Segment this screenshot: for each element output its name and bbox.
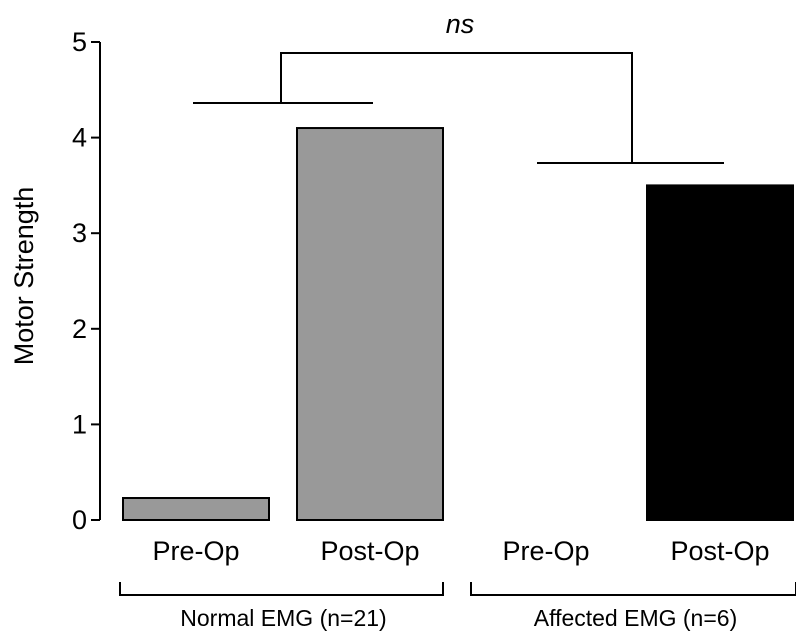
group-bracket xyxy=(470,582,796,596)
y-tick-label: 3 xyxy=(72,218,87,248)
y-axis-label: Motor Strength xyxy=(9,187,39,366)
y-tick-label: 4 xyxy=(72,123,87,153)
group-brackets: Normal EMG (n=21) Affected EMG (n=6) xyxy=(119,582,796,631)
x-category-label: Pre-Op xyxy=(152,536,239,566)
y-tick-label: 0 xyxy=(72,505,87,535)
bar xyxy=(122,497,270,521)
x-category-label: Post-Op xyxy=(670,536,769,566)
comparison-bracket xyxy=(280,52,633,163)
x-category-labels: Pre-Op Post-Op Pre-Op Post-Op xyxy=(152,536,769,566)
y-tick-label: 1 xyxy=(72,409,87,439)
significance-label: ns xyxy=(446,9,475,39)
bar xyxy=(646,184,794,521)
y-tick-label: 5 xyxy=(72,27,87,57)
group-label: Affected EMG (n=6) xyxy=(534,605,737,631)
y-axis: 0 1 2 3 4 5 xyxy=(72,27,101,535)
x-category-label: Post-Op xyxy=(320,536,419,566)
group-bracket xyxy=(119,582,444,596)
group-label: Normal EMG (n=21) xyxy=(180,605,386,631)
significance-bracket: ns xyxy=(193,9,724,164)
bars xyxy=(122,127,794,521)
y-tick-label: 2 xyxy=(72,314,87,344)
x-category-label: Pre-Op xyxy=(502,536,589,566)
bar xyxy=(296,127,444,521)
